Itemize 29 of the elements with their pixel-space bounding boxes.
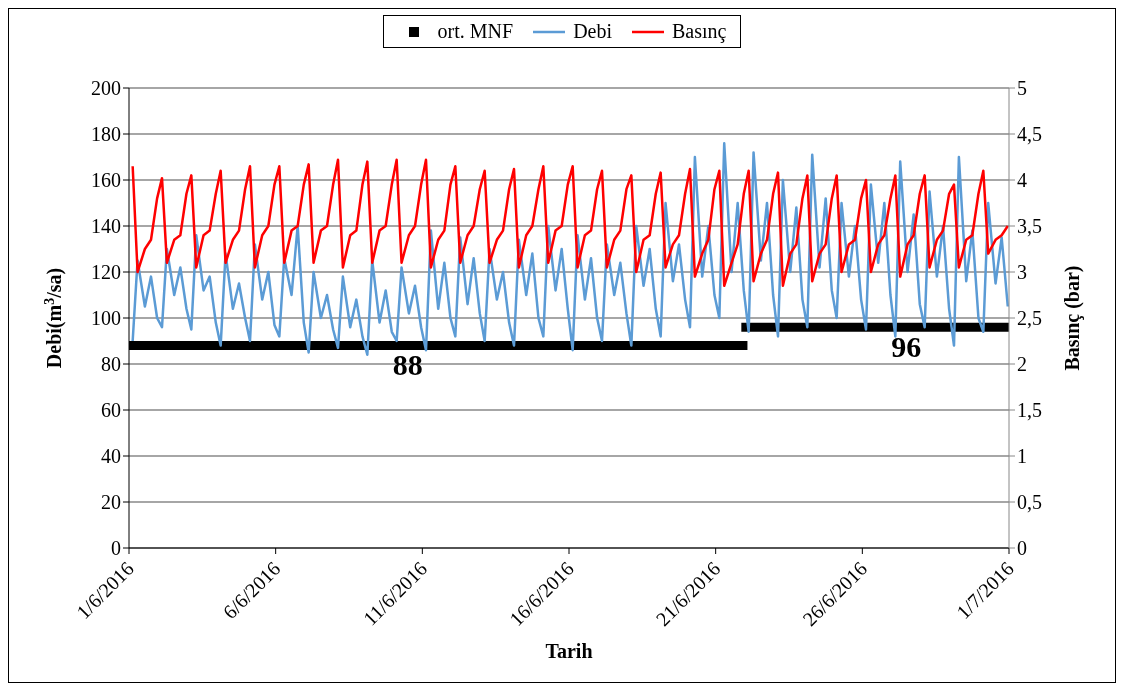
y2-tick-label: 5 xyxy=(1017,77,1027,100)
y2-tick-label: 2,5 xyxy=(1017,307,1042,330)
y2-tick-label: 2 xyxy=(1017,353,1027,376)
y2-tick-label: 4,5 xyxy=(1017,123,1042,146)
y2-tick-label: 3 xyxy=(1017,261,1027,284)
y2-axis-title: Basınç (bar) xyxy=(1061,265,1084,371)
legend-label: Debi xyxy=(573,20,613,43)
y-tick-label: 60 xyxy=(101,399,121,422)
y-tick-label: 20 xyxy=(101,491,121,514)
y2-tick-label: 4 xyxy=(1017,169,1027,192)
annotation: 96 xyxy=(891,329,922,363)
y2-tick-label: 1,5 xyxy=(1017,399,1042,422)
y-tick-label: 100 xyxy=(91,307,121,330)
y-tick-label: 120 xyxy=(91,261,121,284)
y2-tick-label: 1 xyxy=(1017,445,1027,468)
y-tick-label: 140 xyxy=(91,215,121,238)
annotation: 88 xyxy=(392,347,423,381)
y-tick-label: 200 xyxy=(91,77,121,100)
y2-tick-label: 0 xyxy=(1017,537,1027,560)
legend-label: ort. MNF xyxy=(437,20,514,43)
y-tick-label: 160 xyxy=(91,169,121,192)
legend-label: Basınç xyxy=(672,20,727,43)
y2-tick-label: 0,5 xyxy=(1017,491,1042,514)
y-tick-label: 0 xyxy=(111,537,121,560)
y-tick-label: 80 xyxy=(101,353,121,376)
y-tick-label: 40 xyxy=(101,445,121,468)
y-tick-label: 180 xyxy=(91,123,121,146)
y2-tick-label: 3,5 xyxy=(1017,215,1042,238)
x-axis-title: Tarih xyxy=(545,640,593,662)
